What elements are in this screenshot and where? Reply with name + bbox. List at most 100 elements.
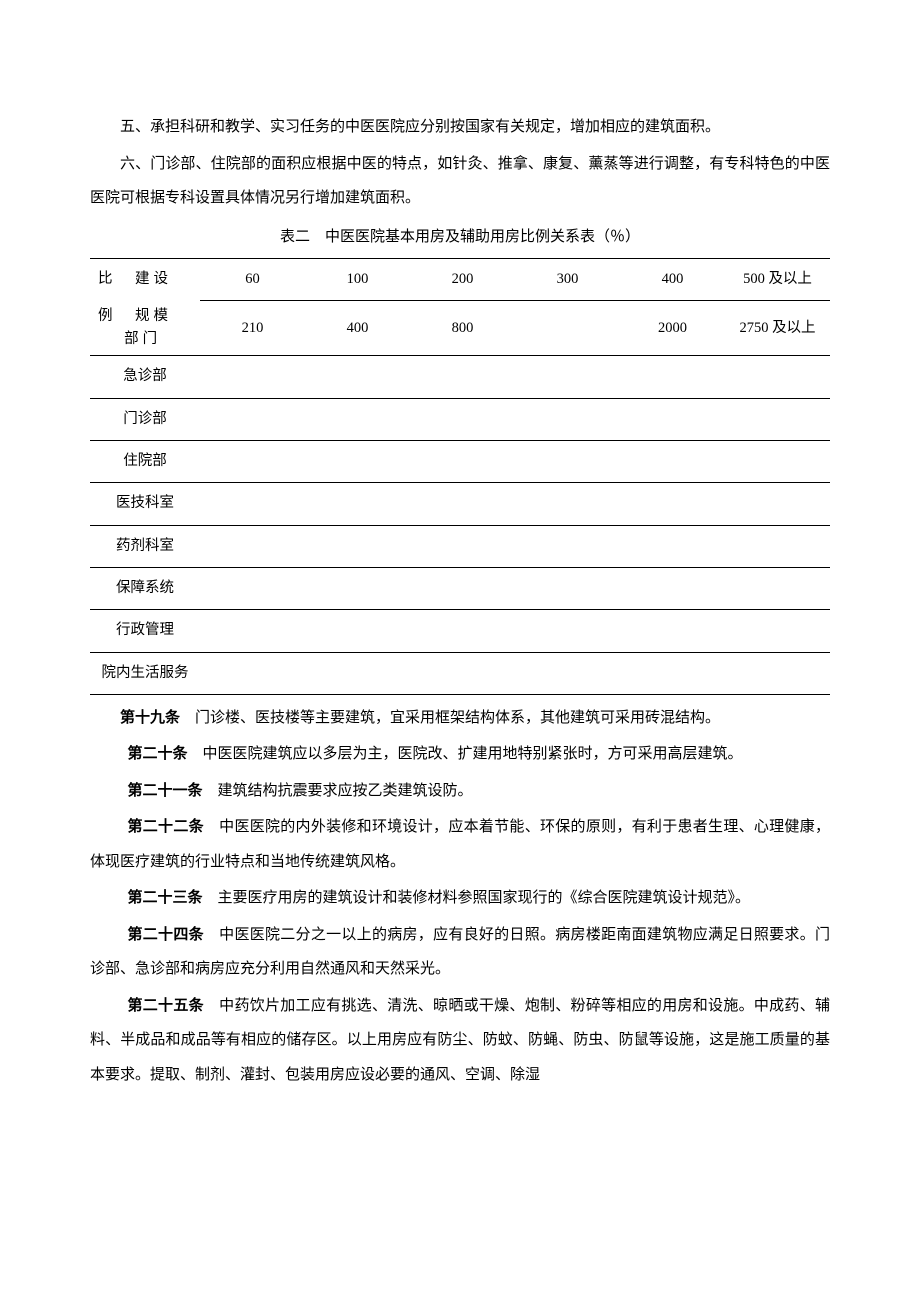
table-col-header: 100 (305, 259, 410, 301)
table-col-header: 400 (620, 259, 725, 301)
article-text: 中医医院建筑应以多层为主，医院改、扩建用地特别紧张时，方可采用高层建筑。 (188, 746, 743, 762)
table-cell (725, 525, 830, 567)
table-row-label: 行政管理 (90, 610, 200, 652)
table-header-row-2: 例 规模 部门 210 400 800 2000 2750 及以上 (90, 301, 830, 356)
table-cell (515, 567, 620, 609)
article-label: 第二十二条 (128, 818, 204, 835)
table-row: 急诊部 (90, 356, 830, 398)
article-label: 第二十三条 (128, 889, 203, 906)
table-cell (725, 610, 830, 652)
table-row: 保障系统 (90, 567, 830, 609)
table-cell (410, 610, 515, 652)
table-cell (200, 483, 305, 525)
table-cell (410, 356, 515, 398)
table-cell (410, 398, 515, 440)
table-cell (305, 483, 410, 525)
table-cell (620, 356, 725, 398)
table-cell (515, 525, 620, 567)
table-cell (515, 398, 620, 440)
table-cell (620, 610, 725, 652)
article-label: 第二十五条 (128, 997, 204, 1014)
table-corner-label-1: 比 建设 (90, 259, 200, 301)
table-col-header: 60 (200, 259, 305, 301)
table-row: 行政管理 (90, 610, 830, 652)
table-cell (515, 483, 620, 525)
table-row: 门诊部 (90, 398, 830, 440)
table-cell (410, 440, 515, 482)
table-cell (305, 440, 410, 482)
table-row-label: 医技科室 (90, 483, 200, 525)
table-row-label: 院内生活服务 (90, 652, 200, 694)
table-col-subheader: 210 (200, 301, 305, 356)
table-cell (200, 567, 305, 609)
table-cell (305, 610, 410, 652)
table-col-subheader: 400 (305, 301, 410, 356)
table-cell (515, 440, 620, 482)
table-cell (725, 356, 830, 398)
table-row-label: 住院部 (90, 440, 200, 482)
article-23: 第二十三条 主要医疗用房的建筑设计和装修材料参照国家现行的《综合医院建筑设计规范… (90, 881, 830, 916)
table-cell (620, 440, 725, 482)
table-row: 药剂科室 (90, 525, 830, 567)
table-cell (725, 440, 830, 482)
table-cell (725, 652, 830, 694)
table-row: 医技科室 (90, 483, 830, 525)
table-corner-label-2: 例 规模 部门 (90, 301, 200, 356)
table-cell (410, 567, 515, 609)
table-row-label: 门诊部 (90, 398, 200, 440)
table-cell (305, 525, 410, 567)
table-cell (620, 652, 725, 694)
table-col-subheader (515, 301, 620, 356)
article-24: 第二十四条 中医医院二分之一以上的病房，应有良好的日照。病房楼距南面建筑物应满足… (90, 918, 830, 987)
table-cell (200, 356, 305, 398)
table-cell (620, 483, 725, 525)
article-label: 第十九条 (120, 709, 180, 726)
table-cell (725, 483, 830, 525)
table-col-subheader: 2000 (620, 301, 725, 356)
table-cell (200, 525, 305, 567)
article-25: 第二十五条 中药饮片加工应有挑选、清洗、晾晒或干燥、炮制、粉碎等相应的用房和设施… (90, 989, 830, 1093)
table-header-row-1: 比 建设 60 100 200 300 400 500 及以上 (90, 259, 830, 301)
table-cell (725, 398, 830, 440)
article-label: 第二十条 (128, 745, 188, 762)
intro-paragraph-5: 五、承担科研和教学、实习任务的中医医院应分别按国家有关规定，增加相应的建筑面积。 (90, 110, 830, 145)
article-text: 建筑结构抗震要求应按乙类建筑设防。 (203, 783, 473, 799)
table-cell (305, 652, 410, 694)
table-row: 院内生活服务 (90, 652, 830, 694)
table-cell (200, 440, 305, 482)
table-cell (620, 398, 725, 440)
table-cell (410, 483, 515, 525)
article-22: 第二十二条 中医医院的内外装修和环境设计，应本着节能、环保的原则，有利于患者生理… (90, 810, 830, 879)
table-col-subheader: 2750 及以上 (725, 301, 830, 356)
table-cell (305, 356, 410, 398)
table-cell (515, 652, 620, 694)
table-title: 表二 中医医院基本用房及辅助用房比例关系表（％） (90, 220, 830, 255)
table-col-header: 300 (515, 259, 620, 301)
table-cell (410, 525, 515, 567)
article-text: 门诊楼、医技楼等主要建筑，宜采用框架结构体系，其他建筑可采用砖混结构。 (180, 710, 720, 726)
intro-paragraph-6: 六、门诊部、住院部的面积应根据中医的特点，如针灸、推拿、康复、薰蒸等进行调整，有… (90, 147, 830, 216)
table-col-subheader: 800 (410, 301, 515, 356)
table-cell (620, 567, 725, 609)
article-20: 第二十条 中医医院建筑应以多层为主，医院改、扩建用地特别紧张时，方可采用高层建筑… (90, 737, 830, 772)
table-cell (200, 652, 305, 694)
table-cell (305, 398, 410, 440)
table-cell (410, 652, 515, 694)
article-label: 第二十四条 (128, 926, 204, 943)
table-row-label: 保障系统 (90, 567, 200, 609)
article-19: 第十九条 门诊楼、医技楼等主要建筑，宜采用框架结构体系，其他建筑可采用砖混结构。 (90, 701, 830, 736)
table-row-label: 急诊部 (90, 356, 200, 398)
article-21: 第二十一条 建筑结构抗震要求应按乙类建筑设防。 (90, 774, 830, 809)
ratio-table: 比 建设 60 100 200 300 400 500 及以上 例 规模 部门 … (90, 258, 830, 695)
table-col-header: 200 (410, 259, 515, 301)
table-cell (515, 610, 620, 652)
table-cell (200, 398, 305, 440)
table-row: 住院部 (90, 440, 830, 482)
article-text: 主要医疗用房的建筑设计和装修材料参照国家现行的《综合医院建筑设计规范》。 (203, 890, 751, 906)
table-cell (200, 610, 305, 652)
table-cell (515, 356, 620, 398)
article-label: 第二十一条 (128, 782, 203, 799)
table-row-label: 药剂科室 (90, 525, 200, 567)
table-col-header: 500 及以上 (725, 259, 830, 301)
table-cell (620, 525, 725, 567)
